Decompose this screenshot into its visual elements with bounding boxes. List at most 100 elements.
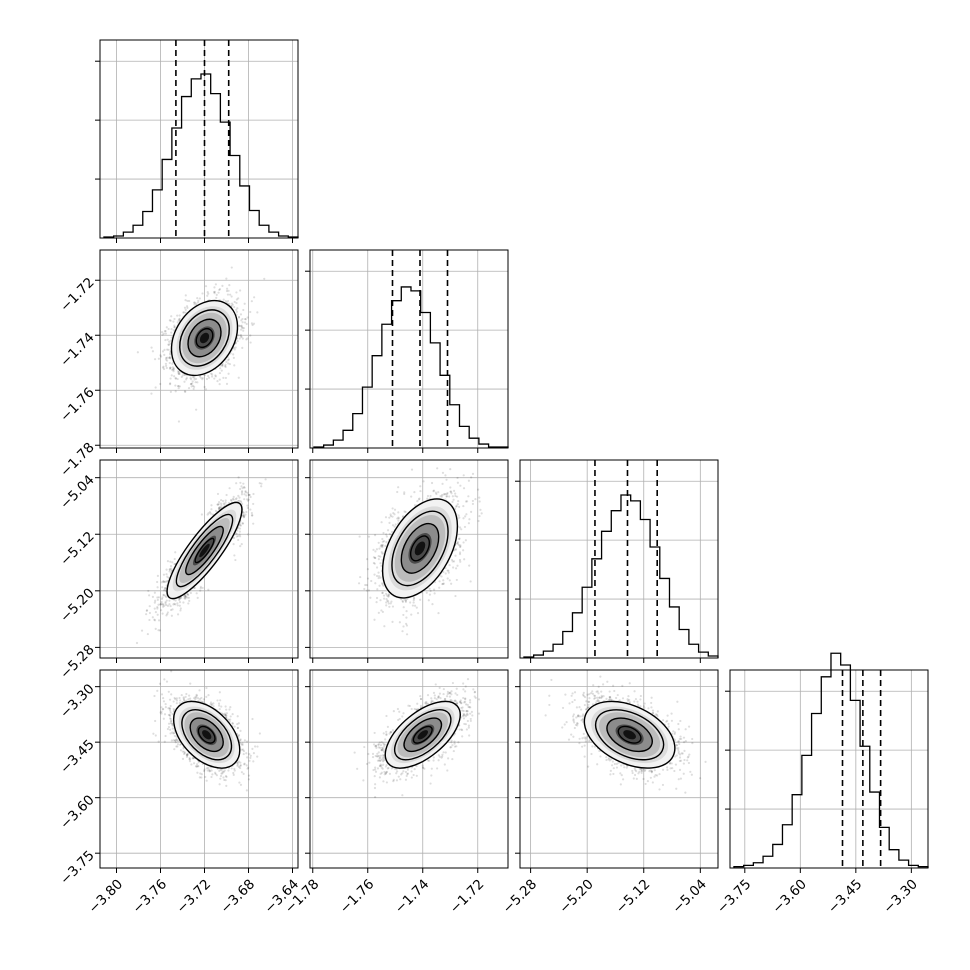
sample-point — [240, 491, 244, 494]
sample-point — [375, 745, 378, 748]
sample-point — [437, 696, 440, 699]
histogram-panel-2 — [515, 459, 719, 663]
sample-point — [172, 368, 175, 371]
sample-point — [170, 614, 173, 617]
sample-point — [587, 765, 590, 768]
sample-point — [628, 682, 631, 685]
sample-point — [243, 486, 246, 489]
sample-point — [236, 762, 239, 765]
sample-point — [389, 513, 392, 516]
sample-point — [169, 366, 172, 369]
sample-point — [186, 754, 189, 757]
sample-point — [451, 560, 454, 563]
sample-point — [608, 757, 611, 760]
contour-line-0 — [194, 537, 215, 564]
sample-point — [458, 516, 461, 519]
sample-point — [249, 495, 252, 499]
sample-point — [208, 768, 211, 771]
sample-point — [169, 377, 172, 380]
sample-point — [195, 408, 198, 411]
sample-point — [186, 593, 189, 596]
scatter-0-2-content — [100, 460, 298, 658]
histogram-2-steps — [523, 494, 719, 658]
sample-point — [666, 714, 669, 717]
sample-point — [240, 493, 244, 496]
sample-point — [239, 544, 242, 548]
sample-point — [363, 587, 366, 591]
sample-point — [380, 521, 383, 524]
sample-point — [245, 338, 248, 341]
sample-point — [201, 292, 204, 295]
sample-point — [230, 767, 233, 770]
sample-point — [479, 508, 482, 511]
sample-point — [419, 697, 423, 701]
sample-point — [612, 772, 615, 776]
sample-point — [251, 323, 254, 327]
sample-point — [381, 546, 384, 549]
sample-point — [460, 728, 464, 732]
sample-point — [459, 526, 462, 529]
sample-point — [239, 738, 242, 741]
sample-point — [455, 505, 458, 508]
sample-point — [242, 752, 245, 756]
sample-point — [610, 758, 613, 761]
sample-point — [210, 372, 213, 375]
sample-point — [182, 696, 185, 699]
sample-point — [167, 707, 170, 710]
sample-point — [178, 696, 181, 700]
sample-point — [450, 746, 453, 749]
sample-point — [197, 765, 200, 768]
sample-point — [164, 329, 167, 333]
sample-point — [643, 702, 646, 705]
sample-point — [677, 722, 680, 726]
sample-point — [419, 485, 422, 488]
sample-point — [166, 613, 169, 616]
sample-point — [424, 701, 427, 704]
sample-point — [385, 604, 388, 607]
sample-point — [166, 560, 170, 563]
sample-point — [357, 582, 361, 585]
sample-point — [405, 616, 408, 619]
sample-point — [602, 683, 605, 686]
sample-point — [430, 697, 433, 700]
sample-point — [206, 294, 209, 297]
sample-point — [415, 708, 418, 711]
sample-point — [173, 326, 176, 329]
sample-point — [377, 571, 380, 574]
sample-point — [169, 339, 172, 342]
sample-point — [444, 474, 447, 477]
sample-point — [626, 699, 630, 702]
sample-point — [446, 491, 449, 495]
sample-point — [218, 287, 222, 291]
density-shade — [199, 332, 210, 344]
sample-point — [464, 685, 467, 688]
sample-point — [424, 702, 427, 705]
sample-point — [426, 759, 430, 762]
sample-point — [177, 385, 180, 388]
sample-point — [661, 768, 665, 771]
sample-point — [459, 484, 462, 487]
sample-point — [247, 533, 250, 536]
sample-point — [636, 703, 640, 706]
sample-point — [582, 694, 585, 698]
sample-point — [235, 497, 238, 500]
sample-point — [468, 564, 471, 567]
sample-point — [454, 548, 457, 551]
sample-point — [189, 377, 192, 380]
sample-point — [157, 619, 161, 622]
sample-point — [148, 618, 151, 622]
sample-point — [204, 775, 207, 779]
sample-point — [646, 779, 650, 783]
sample-point — [441, 753, 444, 756]
scatter-1-2-content — [310, 460, 508, 658]
sample-point — [225, 775, 228, 779]
sample-point — [247, 774, 251, 777]
sample-point — [379, 599, 382, 602]
sample-point — [373, 775, 376, 778]
sample-point — [437, 754, 440, 757]
sample-point — [241, 522, 244, 525]
sample-point — [234, 342, 237, 345]
sample-point — [381, 552, 384, 555]
sample-point — [580, 719, 583, 722]
sample-point — [441, 755, 444, 758]
